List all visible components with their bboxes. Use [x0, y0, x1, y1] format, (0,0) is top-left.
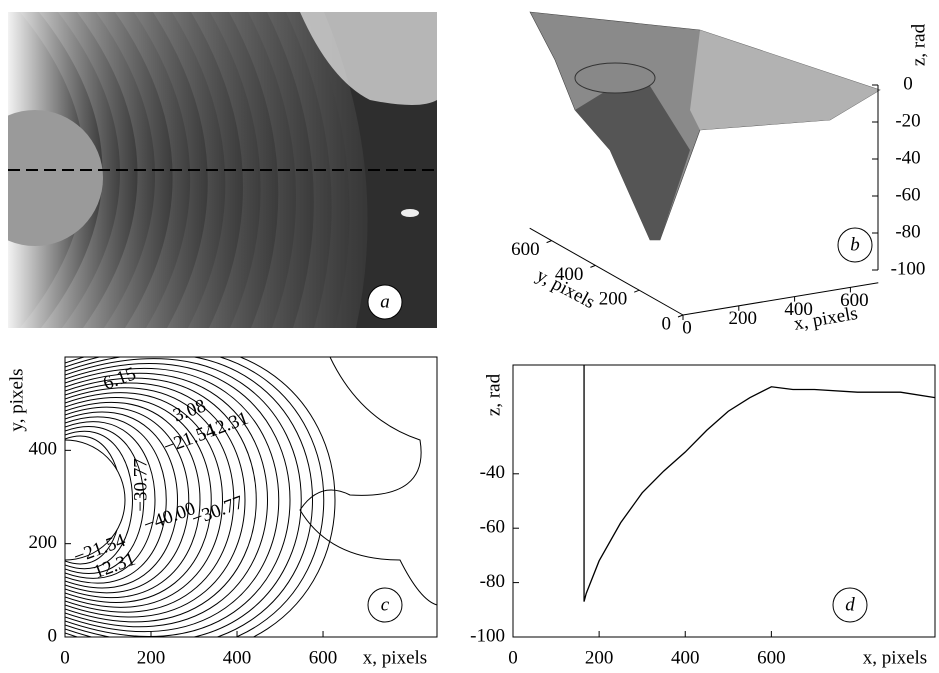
- surface-shade: [575, 70, 690, 240]
- x-tick-label: 600: [757, 647, 786, 668]
- contour-line: [65, 368, 280, 632]
- contour-line: [65, 406, 190, 594]
- y-tick-label: 200: [29, 532, 58, 553]
- contour-line: [65, 431, 133, 569]
- y-tick-label: 400: [29, 439, 58, 460]
- x-axis-label: x, pixels: [863, 647, 927, 668]
- y-tick-label: 600: [511, 239, 540, 260]
- contour-line: [65, 382, 246, 618]
- y-tick-label: 400: [555, 264, 584, 285]
- x-tick-label: 0: [60, 647, 70, 668]
- hole: [8, 110, 103, 246]
- data-line: [583, 365, 936, 602]
- contour-line: [65, 357, 313, 637]
- contour-line: [299, 357, 437, 606]
- frame: [512, 364, 936, 638]
- y-tick-label: 0: [48, 625, 58, 646]
- contour-line: [65, 416, 167, 584]
- contour-line: [65, 426, 145, 574]
- y-tick-label: -60: [480, 517, 505, 538]
- z-tick-label: 0: [903, 73, 913, 94]
- surface-light: [690, 30, 880, 130]
- x-tick-label: 200: [137, 647, 166, 668]
- x-tick-label: 600: [309, 647, 338, 668]
- contour-line: [65, 392, 223, 608]
- x-tick-label: 200: [729, 308, 758, 329]
- x-tick-label: 200: [585, 647, 614, 668]
- contour-line: [65, 357, 336, 637]
- panel-label-circle: [837, 227, 873, 263]
- contour-line: [65, 357, 325, 637]
- z-tick-label: -100: [891, 258, 926, 279]
- hole-top: [574, 62, 656, 94]
- x-tick-label: 400: [223, 647, 252, 668]
- contour-line: [65, 397, 212, 603]
- x-axis-label: x, pixels: [363, 647, 427, 668]
- z-tick-label: -80: [895, 221, 920, 242]
- x-tick-label: 0: [682, 317, 692, 338]
- x-axis: [682, 282, 879, 316]
- x-tick-label: 400: [671, 647, 700, 668]
- panel-label: a: [380, 291, 390, 312]
- z-axis-label: z, rad: [908, 23, 929, 66]
- panel-label-circle: [367, 587, 403, 623]
- y-axis-label: z, rad: [483, 373, 504, 416]
- contour-line: [65, 377, 257, 623]
- contour-line: [65, 421, 156, 579]
- y-tick: [590, 264, 596, 268]
- z-tick-label: -60: [895, 184, 920, 205]
- hole: [65, 439, 126, 561]
- contour-label: −30.77: [189, 492, 246, 530]
- contour-line: [65, 363, 291, 637]
- z-tick-label: -20: [895, 110, 920, 131]
- panel-label-circle: [832, 587, 868, 623]
- y-tick-label: 200: [599, 289, 628, 310]
- x-tick-label: 400: [784, 299, 813, 320]
- contours: [65, 357, 437, 637]
- frame: [64, 356, 438, 638]
- y-tick: [546, 240, 552, 244]
- contour-line: [65, 358, 302, 637]
- y-tick-label: 0: [662, 313, 672, 334]
- panel-label-circle: [367, 284, 403, 320]
- y-tick-label: -100: [470, 625, 505, 646]
- panel-label: d: [845, 594, 855, 615]
- x-tick-label: 600: [840, 290, 869, 311]
- speck: [401, 209, 419, 217]
- z-tick-label: -40: [895, 147, 920, 168]
- panel-label: c: [381, 594, 390, 615]
- contour-label: −30.77: [130, 458, 151, 511]
- contour-line: [65, 402, 201, 598]
- y-tick-label: -80: [480, 571, 505, 592]
- fringe-edge: [300, 12, 437, 105]
- panel-label: b: [850, 234, 860, 255]
- y-axis-label: y, pixels: [6, 368, 27, 431]
- contour-line: [65, 372, 268, 628]
- y-tick: [634, 289, 640, 293]
- y-axis: [529, 227, 684, 316]
- contour-line: [65, 411, 178, 589]
- contour-line: [65, 387, 235, 613]
- fringe-image: [8, 12, 437, 328]
- x-tick-label: 0: [508, 647, 518, 668]
- y-tick: [677, 314, 684, 318]
- y-tick-label: -40: [480, 462, 505, 483]
